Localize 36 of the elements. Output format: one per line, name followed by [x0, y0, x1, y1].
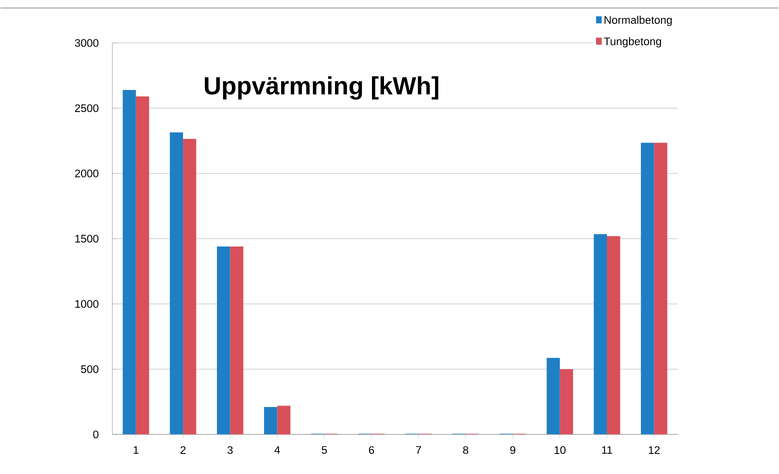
bar: [560, 368, 574, 434]
bar: [640, 142, 654, 434]
y-tick-label: 2500: [75, 104, 98, 112]
x-tick-label: 6: [368, 446, 374, 454]
bar: [546, 358, 560, 434]
x-tick-label: 3: [228, 446, 233, 454]
x-tick-label: 5: [322, 446, 327, 454]
x-tick-label: 8: [463, 446, 468, 454]
bar: [594, 234, 607, 434]
y-tick-label: 0: [93, 430, 98, 438]
bar: [122, 90, 136, 434]
y-tick-label: 1000: [75, 300, 98, 308]
text: Uppvärmning [kWh]: [204, 76, 438, 100]
y-tick-label: 2000: [75, 169, 98, 178]
x-tick-label: 7: [416, 446, 422, 454]
bar: [230, 246, 244, 434]
x-tick-label: 9: [510, 446, 516, 454]
bar: [216, 246, 230, 434]
bar: [183, 138, 196, 434]
x-tick-label: 11: [602, 446, 612, 454]
x-tick-label: 12: [648, 446, 660, 454]
bar: [606, 236, 620, 434]
y-tick-label: 3000: [74, 38, 98, 47]
x-tick-label: 4: [274, 446, 280, 454]
bar: [264, 406, 278, 434]
bar: [277, 406, 290, 434]
y-tick-label: 500: [81, 365, 98, 373]
y-tick-label: 1500: [75, 234, 98, 242]
x-tick-label: 2: [180, 446, 186, 454]
legend-label: Tungbetong: [604, 37, 662, 48]
bar: [170, 132, 184, 434]
x-tick-label: 1: [134, 446, 138, 454]
legend-label: Normalbetong: [604, 16, 672, 26]
bar: [654, 142, 668, 434]
x-tick-label: 10: [554, 446, 566, 454]
bar: [136, 96, 150, 434]
